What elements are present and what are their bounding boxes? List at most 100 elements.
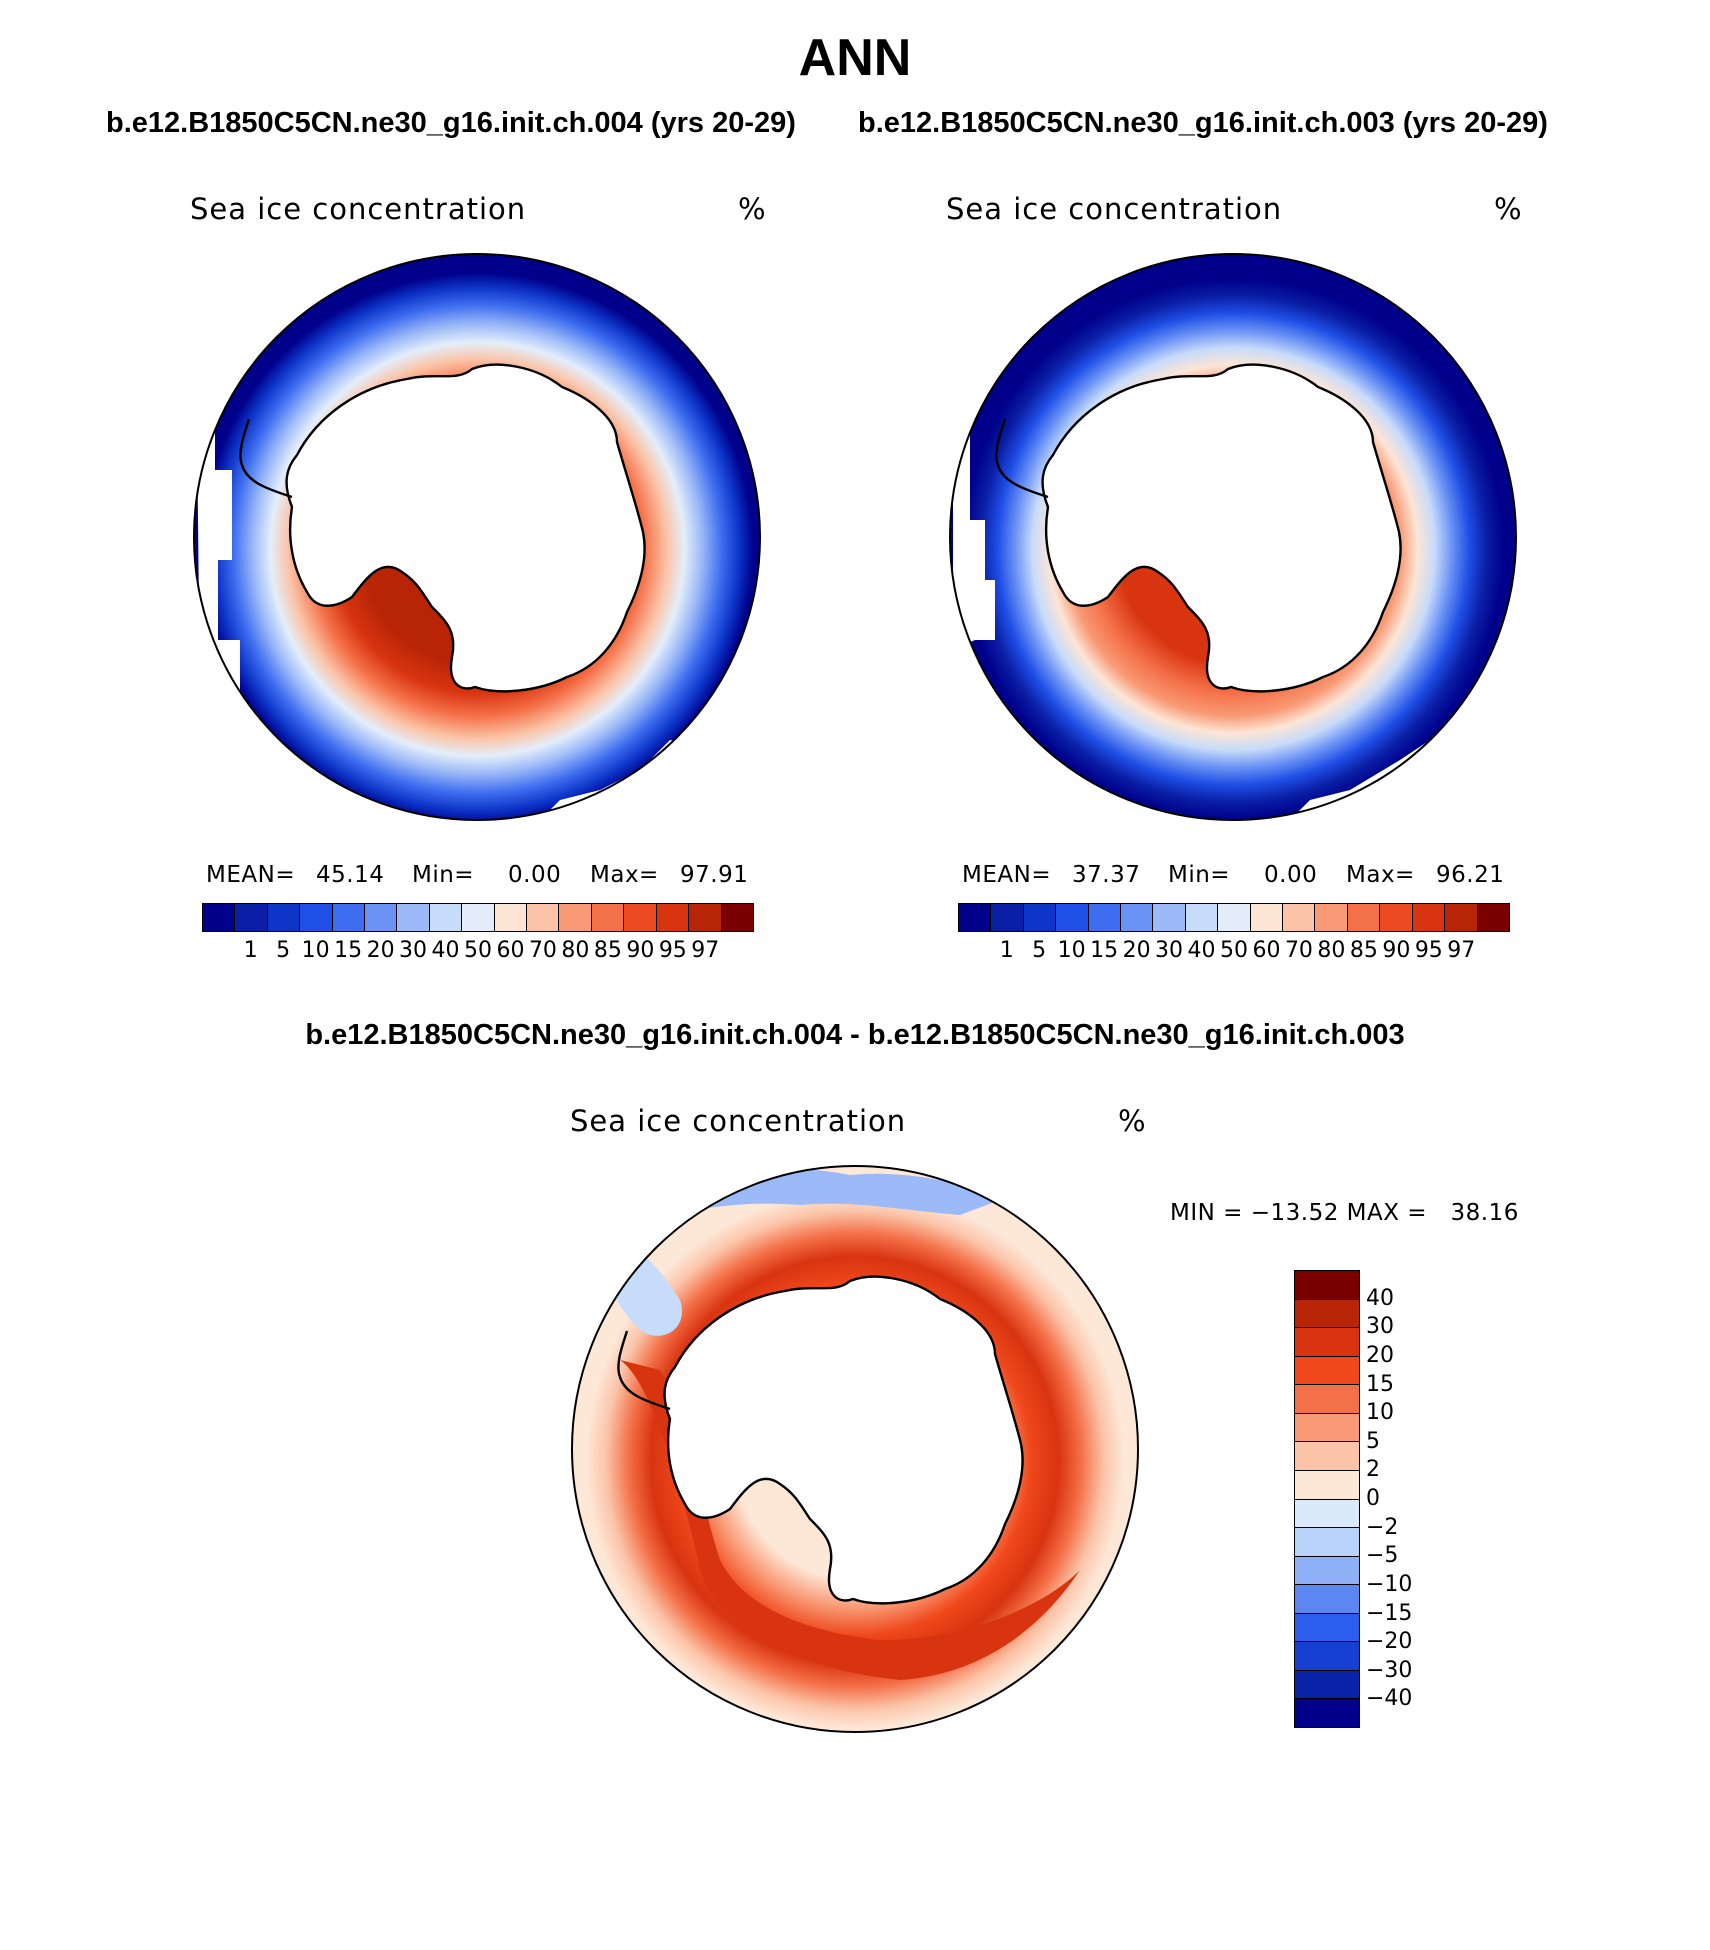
colorbar-diff-tick-label: 15 xyxy=(1366,1371,1394,1397)
colorbar-panel1-swatch xyxy=(527,904,560,931)
colorbar-panel2-swatch xyxy=(1347,904,1381,931)
colorbar-panel2-tick-label: 20 xyxy=(1122,938,1151,963)
colorbar-panel1-tick-label: 10 xyxy=(301,938,330,963)
panel1-units-label: % xyxy=(738,192,767,226)
colorbar-diff-swatch xyxy=(1295,1413,1359,1443)
colorbar-diff-swatch xyxy=(1295,1528,1359,1557)
colorbar-diff-swatch xyxy=(1295,1585,1359,1614)
colorbar-diff-tick-label: −20 xyxy=(1366,1629,1413,1655)
colorbar-panel1-tick-label: 50 xyxy=(464,938,492,963)
colorbar-panel2-swatch xyxy=(1153,904,1186,931)
colorbar-panel2-swatch xyxy=(1056,904,1089,931)
diff-units-label: % xyxy=(1118,1104,1147,1138)
colorbar-panel2-tick-label: 60 xyxy=(1252,938,1281,963)
colorbar-panel1-swatch xyxy=(429,904,463,931)
colorbar-diff-tick-label: 20 xyxy=(1366,1342,1394,1368)
colorbar-panel2-swatch xyxy=(1477,904,1509,931)
colorbar-panel1-tick-label: 80 xyxy=(561,938,590,963)
colorbar-panel2-tick-label: 90 xyxy=(1382,938,1411,963)
colorbar-panel1-tick-label: 70 xyxy=(528,938,557,963)
colorbar-panel1-tick-label: 15 xyxy=(334,938,363,963)
colorbar-panel2-swatch xyxy=(1445,904,1478,931)
colorbar-diff-swatch xyxy=(1295,1556,1359,1586)
colorbar-panel1-swatch xyxy=(397,904,430,931)
map-border-1 xyxy=(193,253,761,821)
colorbar-diff-swatch xyxy=(1295,1499,1359,1529)
colorbar-panel2-swatch xyxy=(1185,904,1219,931)
colorbar-diff-swatch xyxy=(1295,1299,1359,1329)
peninsula-outline-1 xyxy=(239,418,293,499)
colorbar-panel1-swatch xyxy=(235,904,268,931)
colorbar-diff-swatch xyxy=(1295,1470,1359,1500)
colorbar-panel1-swatch xyxy=(656,904,690,931)
colorbar-panel2-tick-label: 85 xyxy=(1349,938,1378,963)
colorbar-diff-swatch xyxy=(1295,1642,1359,1671)
panel2-variable-label: Sea ice concentration xyxy=(946,192,1283,226)
panel1-mean-value: 45.14 xyxy=(316,862,385,888)
panel2-min-value: 0.00 xyxy=(1264,862,1318,888)
colorbar-panel1-swatch xyxy=(267,904,301,931)
antarctica-landmass-1 xyxy=(239,363,646,693)
diff-variable-label: Sea ice concentration xyxy=(570,1104,907,1138)
panel2-max-value: 96.21 xyxy=(1436,862,1505,888)
colorbar-panel1-tick-label: 90 xyxy=(626,938,655,963)
colorbar-panel2-tick-label: 50 xyxy=(1220,938,1248,963)
panel1-max-label: Max= xyxy=(590,862,659,888)
colorbar-diff-tick-label: −2 xyxy=(1366,1514,1399,1540)
colorbar-diff-tick-label: 0 xyxy=(1366,1486,1380,1511)
colorbar-panel2-tick-label: 5 xyxy=(1032,938,1047,963)
colorbar-panel1-labels: 1 5 10 15 20 30 40 50 60 70 80 85 90 95 97 xyxy=(202,938,754,968)
colorbar-diff-tick-label: 10 xyxy=(1366,1400,1394,1426)
colorbar-panel2-swatch xyxy=(991,904,1024,931)
colorbar-diff-tick-label: 5 xyxy=(1366,1428,1380,1454)
case-b-subtitle: b.e12.B1850C5CN.ne30_g16.init.ch.003 (yr… xyxy=(858,107,1548,139)
colorbar-diff-swatch xyxy=(1295,1328,1359,1357)
colorbar-panel2-swatch xyxy=(1023,904,1057,931)
panel2-mean-value: 37.37 xyxy=(1072,862,1141,888)
colorbar-diff-swatch xyxy=(1295,1442,1359,1471)
colorbar-diff-swatch xyxy=(1295,1613,1359,1643)
panel2-max-label: Max= xyxy=(1346,862,1415,888)
colorbar-panel1-tick-label: 1 xyxy=(243,938,258,963)
colorbar-panel1-tick-label: 5 xyxy=(276,938,291,963)
colorbar-diff-swatch xyxy=(1295,1670,1359,1700)
colorbar-panel1-swatch xyxy=(332,904,366,931)
colorbar-panel2-swatch xyxy=(1088,904,1122,931)
colorbar-panel2-swatch xyxy=(1121,904,1154,931)
colorbar-diff-tick-label: 30 xyxy=(1366,1314,1394,1340)
colorbar-panel2-tick-label: 15 xyxy=(1090,938,1119,963)
colorbar-diff-tick-label: −5 xyxy=(1366,1543,1399,1569)
colorbar-panel1-swatch xyxy=(365,904,398,931)
colorbar-panel2-labels: 1 5 10 15 20 30 40 50 60 70 80 85 90 95 97 xyxy=(958,938,1510,968)
colorbar-panel2-swatch xyxy=(1315,904,1348,931)
colorbar-panel2-swatch xyxy=(1412,904,1446,931)
colorbar-diff-tick-label: −10 xyxy=(1366,1571,1413,1597)
colorbar-panel2-swatch xyxy=(1218,904,1251,931)
colorbar-panel1-swatch xyxy=(203,904,236,931)
colorbar-panel2 xyxy=(958,903,1510,932)
colorbar-panel1-tick-label: 40 xyxy=(431,938,460,963)
map-border-3 xyxy=(571,1165,1139,1733)
diff-minmax: MIN = −13.52 MAX = 38.16 xyxy=(1170,1200,1519,1226)
colorbar-diff xyxy=(1294,1270,1360,1728)
panel2-mean-label: MEAN= xyxy=(962,862,1052,888)
colorbar-panel1-swatch xyxy=(494,904,528,931)
case-a-subtitle: b.e12.B1850C5CN.ne30_g16.init.ch.004 (yr… xyxy=(106,107,796,139)
panel1-mean-label: MEAN= xyxy=(206,862,296,888)
peninsula-outline-3 xyxy=(617,1330,671,1411)
antarctica-landmass-3 xyxy=(617,1275,1024,1605)
colorbar-diff-labels: 40 30 20 15 10 5 2 0 −2 −5 −10 −15 −20 −30 −40 xyxy=(1366,1270,1456,1728)
antarctica-outline-2 xyxy=(1041,363,1402,693)
colorbar-diff-tick-label: −40 xyxy=(1366,1686,1413,1712)
antarctica-landmass-2 xyxy=(995,363,1402,693)
colorbar-panel2-tick-label: 10 xyxy=(1057,938,1086,963)
panel1-min-label: Min= xyxy=(412,862,475,888)
colorbar-panel2-tick-label: 97 xyxy=(1447,938,1476,963)
peninsula-outline-2 xyxy=(995,418,1049,499)
panel2-units-label: % xyxy=(1494,192,1523,226)
colorbar-panel1-swatch xyxy=(624,904,657,931)
colorbar-diff-tick-label: 40 xyxy=(1366,1285,1394,1311)
colorbar-panel1-swatch xyxy=(559,904,592,931)
colorbar-panel1-swatch xyxy=(721,904,753,931)
